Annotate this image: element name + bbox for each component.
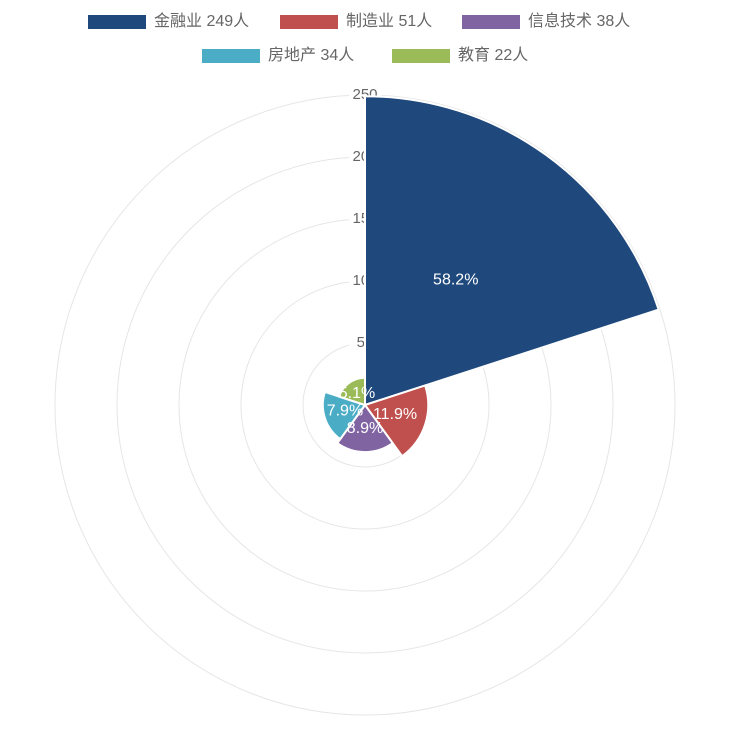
legend-swatch [392,49,450,63]
segment [364,95,660,407]
segment [321,390,367,441]
value-label: 8.9% [347,420,383,437]
legend-label: 教育 22人 [458,46,528,64]
value-label: 58.2% [433,271,478,288]
legend-swatch [88,15,146,29]
legend-label: 制造业 51人 [346,12,432,30]
value-label: 7.9% [327,403,363,420]
value-label: 11.9% [373,406,417,423]
legend-swatch [202,49,260,63]
legend-label: 房地产 34人 [268,46,354,64]
legend-label: 金融业 249人 [154,12,249,30]
value-label: 5.1% [339,385,375,402]
legend-swatch [462,15,520,29]
segment [337,376,366,407]
segment [335,403,395,454]
segment [363,384,430,458]
legend-label: 信息技术 38人 [528,12,630,30]
legend-swatch [280,15,338,29]
